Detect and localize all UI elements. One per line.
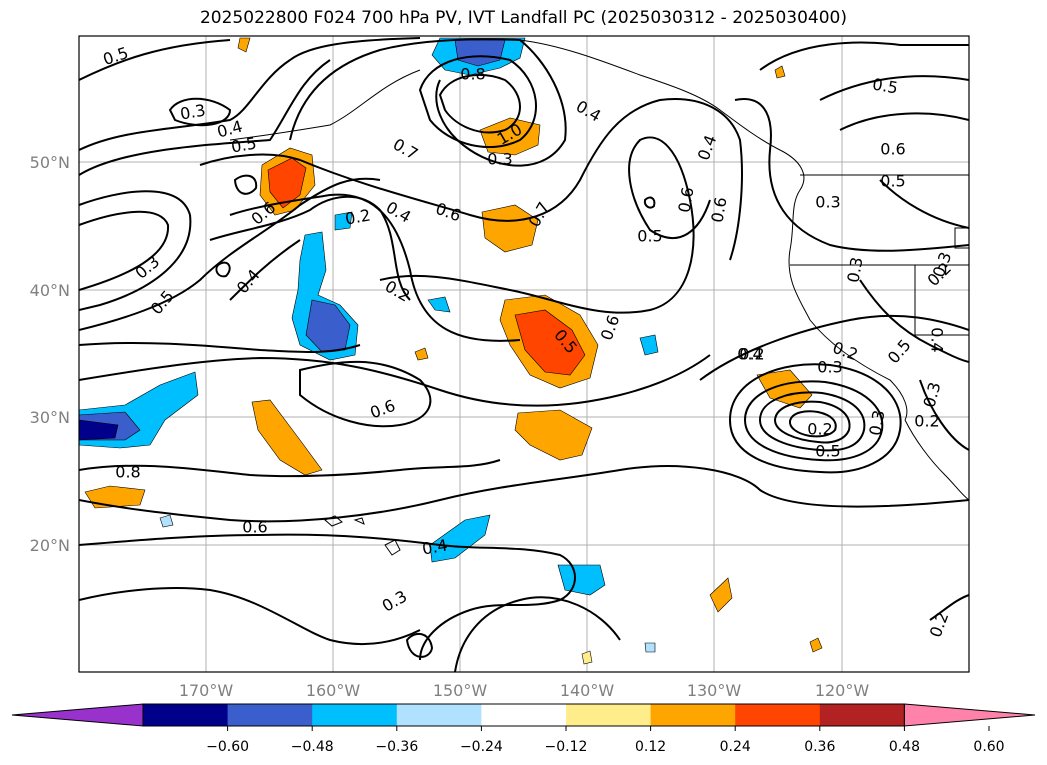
contour-label: 0.6 [242, 518, 267, 537]
contour-label: 0.3 [815, 193, 840, 212]
shade-positive-9 [709, 577, 733, 613]
lat-label-30n: 30°N [30, 408, 70, 427]
contour-label: 0.5 [230, 133, 258, 156]
colorbar-tick-label: 0.24 [720, 739, 751, 755]
contour-label: 0.2 [344, 205, 372, 228]
colorbar-segment [312, 704, 398, 726]
shade-negative-5 [429, 514, 491, 563]
shade-small-3 [427, 296, 451, 313]
colorbar-tick-label: −0.36 [375, 739, 418, 755]
colorbar-segment [566, 704, 652, 726]
shade-positive-5 [251, 399, 323, 476]
lat-labels: 50°N 40°N 30°N 20°N [30, 153, 70, 555]
colorbar-extend-high [903, 703, 1036, 727]
shade-positive-4-core [514, 309, 586, 376]
lon-label-160w: 160°W [306, 681, 361, 700]
contour-label: 0.5 [871, 74, 899, 97]
shade-negative-2-core [305, 299, 351, 353]
colorbar-tick-label: 0.36 [804, 739, 835, 755]
contour-label: 0.6 [880, 140, 905, 159]
contour-label: 0.5 [815, 442, 840, 461]
lon-label-130w: 130°W [687, 681, 742, 700]
colorbar-segment [650, 704, 736, 726]
shade-positive-1 [479, 117, 541, 156]
lon-labels: 170°W 160°W 150°W 140°W 130°W 120°W [179, 681, 870, 700]
lon-label-170w: 170°W [179, 681, 234, 700]
map-frame [78, 35, 970, 673]
colorbar-ticks: −0.60 −0.48 −0.36 −0.24 −0.12 0.12 0.24 0.36 0.4… [206, 726, 1005, 755]
contour-label: 0.2 [807, 420, 832, 439]
lat-label-50n: 50°N [30, 153, 70, 172]
colorbar-segment [819, 704, 905, 726]
shade-positive-3 [481, 204, 539, 253]
shade-negative-4-core [79, 419, 119, 441]
colorbar-segment [481, 704, 567, 726]
colorbar-segment [143, 704, 229, 726]
colorbar-frame [142, 703, 905, 727]
lon-label-140w: 140°W [560, 681, 615, 700]
shade-small-7 [809, 637, 823, 653]
colorbar-segment [227, 704, 313, 726]
shade-small-9 [644, 642, 656, 653]
contour-label: 0.3 [179, 100, 207, 123]
shade-small-1 [237, 37, 251, 53]
shade-small-2 [774, 65, 786, 79]
shade-negative-3 [334, 211, 353, 231]
ivt-shading [79, 37, 823, 665]
contour-label: 0.6 [707, 196, 730, 224]
contour-label: 0.3 [487, 150, 512, 169]
pv-contours [79, 37, 969, 672]
colorbar-tick-label: −0.24 [460, 739, 503, 755]
contour-label: 0.5 [880, 172, 905, 191]
colorbar-tick-label: −0.12 [545, 739, 588, 755]
lat-label-20n: 20°N [30, 536, 70, 555]
contour-label: 0.2 [914, 412, 939, 431]
shade-positive-6 [514, 409, 593, 461]
colorbar-segment [735, 704, 821, 726]
lon-label-150w: 150°W [433, 681, 488, 700]
contour-label: 0.3 [843, 256, 866, 284]
contour-label: 0.8 [460, 65, 485, 84]
colorbar-extend-low [11, 703, 144, 727]
contour-label: 0.2 [739, 345, 764, 364]
shade-negative-6 [557, 564, 606, 596]
contour-label: 0.3 [865, 409, 888, 437]
contour-label: 0.4 [928, 327, 947, 352]
colorbar-tick-label: −0.60 [206, 739, 249, 755]
shade-small-5 [159, 514, 174, 528]
shade-small-8 [581, 650, 593, 665]
colorbar-tick-label: 0.12 [635, 739, 666, 755]
shade-small-4 [639, 334, 659, 356]
colorbar-tick-label: 0.60 [973, 739, 1004, 755]
contour-label: 0.4 [737, 345, 762, 364]
colorbar-segment [396, 704, 482, 726]
colorbar-tick-label: 0.48 [889, 739, 920, 755]
contour-label: 0.3 [817, 358, 842, 377]
contour-label: 0.6 [674, 186, 697, 214]
contour-label: 0.8 [115, 463, 140, 482]
colorbar [11, 703, 1036, 727]
shade-small-6 [414, 347, 429, 361]
map-title: 2025022800 F024 700 hPa PV, IVT Landfall… [199, 8, 847, 28]
lon-label-120w: 120°W [815, 681, 870, 700]
shade-positive-8 [84, 485, 146, 509]
colorbar-tick-label: −0.48 [291, 739, 334, 755]
coastlines [229, 39, 969, 556]
contour-label: 0.5 [637, 227, 662, 246]
contour-label: 0.4 [421, 535, 449, 558]
lat-label-40n: 40°N [30, 281, 70, 300]
